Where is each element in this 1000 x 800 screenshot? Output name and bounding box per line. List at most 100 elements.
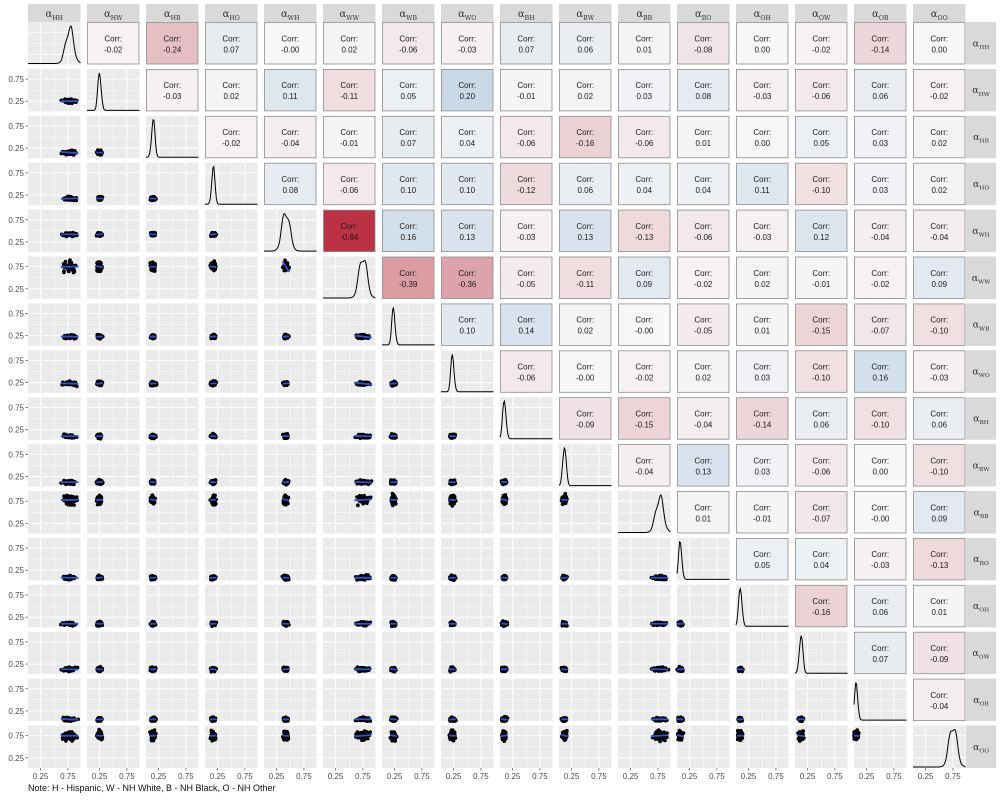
matrix-panel: Corr:-0.03 xyxy=(146,69,199,112)
density-curve xyxy=(264,212,317,252)
corr-caption: Corr: xyxy=(340,222,358,231)
matrix-panel: Corr:-0.02 xyxy=(854,256,907,299)
corr-value: 0.16 xyxy=(872,374,888,383)
correlation-cell xyxy=(736,162,789,206)
matrix-panel: Corr:0.00 xyxy=(854,444,907,487)
corr-value: 0.00 xyxy=(754,139,770,148)
correlation-cell xyxy=(559,69,612,112)
corr-caption: Corr: xyxy=(635,269,653,278)
corr-caption: Corr: xyxy=(517,81,535,90)
correlation-cell xyxy=(913,69,966,112)
matrix-panel xyxy=(146,397,199,441)
correlation-cell xyxy=(264,69,317,112)
corr-value: 0.03 xyxy=(754,374,770,383)
matrix-panel: Corr:-0.06 xyxy=(500,350,553,393)
matrix-panel: Corr:-0.10 xyxy=(913,303,966,346)
x-tick-label: 0.75 xyxy=(60,772,76,781)
corr-caption: Corr: xyxy=(281,175,299,184)
corr-caption: Corr: xyxy=(222,128,240,137)
corr-value: -0.02 xyxy=(635,374,654,383)
correlation-cell xyxy=(913,22,966,65)
matrix-panel: Corr: -0.02 xyxy=(87,22,140,65)
x-tick-label: 0.75 xyxy=(237,772,253,781)
corr-value: -0.04 xyxy=(281,139,300,148)
density-curve xyxy=(382,307,435,346)
correlation-cell xyxy=(441,22,494,65)
corr-caption: Corr: xyxy=(458,222,476,231)
density-curve xyxy=(146,119,199,158)
corr-caption: Corr: xyxy=(458,81,476,90)
corr-caption: Corr: xyxy=(694,363,712,372)
matrix-panel: Corr:-0.39 xyxy=(382,256,435,299)
corr-caption: Corr: xyxy=(930,81,948,90)
corr-caption: Corr: xyxy=(340,128,358,137)
correlation-cell xyxy=(854,162,907,206)
corr-caption: Corr: xyxy=(753,34,771,43)
matrix-panel: Corr:0.10 xyxy=(441,162,494,206)
matrix-panel: Corr:0.03 xyxy=(854,115,907,159)
regression-line xyxy=(354,480,372,484)
corr-value: -0.04 xyxy=(635,467,654,476)
matrix-panel xyxy=(87,256,140,299)
regression-line xyxy=(354,498,372,502)
y-tick-label: 0.25 xyxy=(8,519,24,528)
matrix-panel: Corr:0.03 xyxy=(618,69,671,112)
corr-caption: Corr: xyxy=(635,81,653,90)
corr-value: -0.84 xyxy=(340,233,359,242)
corr-caption: Corr: xyxy=(340,34,358,43)
matrix-panel xyxy=(28,350,81,393)
correlation-cell xyxy=(323,22,376,65)
matrix-panel: Corr:-0.10 xyxy=(854,397,907,440)
corr-caption: Corr: xyxy=(694,81,712,90)
matrix-panel xyxy=(323,256,376,299)
correlation-cell xyxy=(854,69,907,112)
x-tick-label: 0.75 xyxy=(355,772,371,781)
y-tick-label: 0.75 xyxy=(8,544,24,553)
y-tick-label: 0.25 xyxy=(8,238,24,247)
column-strip xyxy=(205,4,258,22)
matrix-panel: Corr:-0.06 xyxy=(382,22,435,65)
corr-caption: Corr: xyxy=(458,269,476,278)
corr-caption: Corr: xyxy=(635,456,653,465)
corr-caption: Corr: xyxy=(222,81,240,90)
corr-caption: Corr: xyxy=(635,222,653,231)
density-curve xyxy=(205,165,258,205)
x-tick-label: 0.25 xyxy=(800,772,816,781)
corr-value: -0.07 xyxy=(871,327,890,336)
correlation-cell xyxy=(795,209,848,253)
matrix-panel: Corr:-0.06 xyxy=(795,69,848,112)
matrix-panel xyxy=(28,209,81,253)
corr-caption: Corr: xyxy=(576,363,594,372)
corr-caption: Corr: xyxy=(930,269,948,278)
corr-value: -0.13 xyxy=(635,233,654,242)
regression-line xyxy=(60,151,79,155)
corr-value: -0.02 xyxy=(104,45,123,54)
corr-value: -0.16 xyxy=(576,139,595,148)
corr-caption: Corr: xyxy=(871,222,889,231)
matrix-panel: Corr:-0.03 xyxy=(441,22,494,65)
corr-value: -0.02 xyxy=(222,139,241,148)
corr-caption: Corr: xyxy=(694,222,712,231)
y-tick-label: 0.25 xyxy=(8,379,24,388)
corr-caption: Corr: xyxy=(812,456,830,465)
matrix-panel: Corr:-0.12 xyxy=(500,162,553,206)
row-strip xyxy=(966,444,996,487)
correlation-cell xyxy=(441,162,494,206)
matrix-panel xyxy=(28,397,81,440)
corr-value: 0.10 xyxy=(400,186,416,195)
column-strip xyxy=(323,4,376,22)
corr-value: 0.13 xyxy=(695,467,711,476)
matrix-panel xyxy=(28,115,81,159)
correlation-cell xyxy=(854,115,907,159)
matrix-panel: Corr:-0.00 xyxy=(618,303,671,346)
correlation-cell xyxy=(854,22,907,65)
corr-value: 0.02 xyxy=(223,92,239,101)
corr-caption: Corr: xyxy=(458,128,476,137)
correlation-cell xyxy=(618,69,671,112)
correlation-cell xyxy=(559,115,612,159)
matrix-panel: Corr:0.06 xyxy=(854,69,907,112)
corr-value: 0.06 xyxy=(577,45,593,54)
corr-caption: Corr: xyxy=(753,269,771,278)
corr-caption: Corr: xyxy=(104,34,122,43)
matrix-panel: Corr:-0.04 xyxy=(264,115,317,159)
